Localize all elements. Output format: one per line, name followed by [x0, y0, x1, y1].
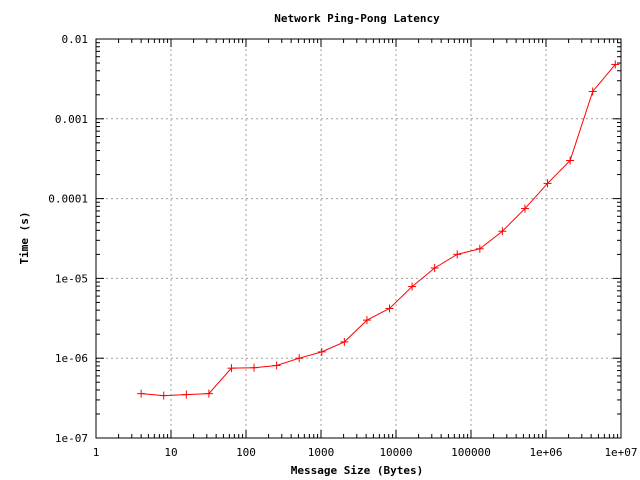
- data-point: [159, 391, 168, 400]
- x-tick-label: 100000: [451, 446, 491, 459]
- data-point: [520, 204, 529, 213]
- data-point: [408, 282, 417, 291]
- y-tick-label: 1e-06: [55, 352, 88, 365]
- data-point: [340, 337, 349, 346]
- x-tick-label: 10000: [379, 446, 412, 459]
- data-point: [385, 304, 394, 313]
- data-point: [475, 244, 484, 253]
- data-point: [204, 389, 213, 398]
- chart-title: Network Ping-Pong Latency: [274, 12, 440, 25]
- data-point: [317, 347, 326, 356]
- data-point: [295, 354, 304, 363]
- y-tick-label: 1e-07: [55, 432, 88, 445]
- y-tick-label: 1e-05: [55, 272, 88, 285]
- data-point: [453, 250, 462, 259]
- data-point: [362, 316, 371, 325]
- data-point: [498, 227, 507, 236]
- x-tick-label: 100: [236, 446, 256, 459]
- series-line: [141, 64, 616, 397]
- y-tick-label: 0.0001: [48, 193, 88, 206]
- data-point: [137, 389, 146, 398]
- x-tick-label: 1e+06: [529, 446, 562, 459]
- x-tick-label: 1: [93, 446, 100, 459]
- data-point: [227, 364, 236, 373]
- grid-lines: [96, 39, 621, 438]
- x-tick-label: 1e+07: [604, 446, 637, 459]
- data-point: [611, 60, 620, 69]
- data-point: [588, 87, 597, 96]
- data-point: [250, 363, 259, 372]
- data-point: [543, 179, 552, 188]
- y-tick-label: 0.01: [62, 33, 89, 46]
- y-tick-label: 0.001: [55, 113, 88, 126]
- data-point: [272, 361, 281, 370]
- data-point: [182, 390, 191, 399]
- y-axis-title: Time (s): [18, 212, 31, 265]
- data-point: [566, 156, 575, 165]
- data-point: [430, 263, 439, 272]
- x-tick-label: 1000: [308, 446, 335, 459]
- series-layer: [137, 60, 620, 400]
- axis-ticks: 1 10 100 1000 10000 100000 1e+06 1e+07 1e-07 1e-0…: [48, 33, 637, 459]
- x-axis-title: Message Size (Bytes): [291, 464, 423, 477]
- x-tick-label: 10: [164, 446, 177, 459]
- plot-frame: [95, 38, 622, 439]
